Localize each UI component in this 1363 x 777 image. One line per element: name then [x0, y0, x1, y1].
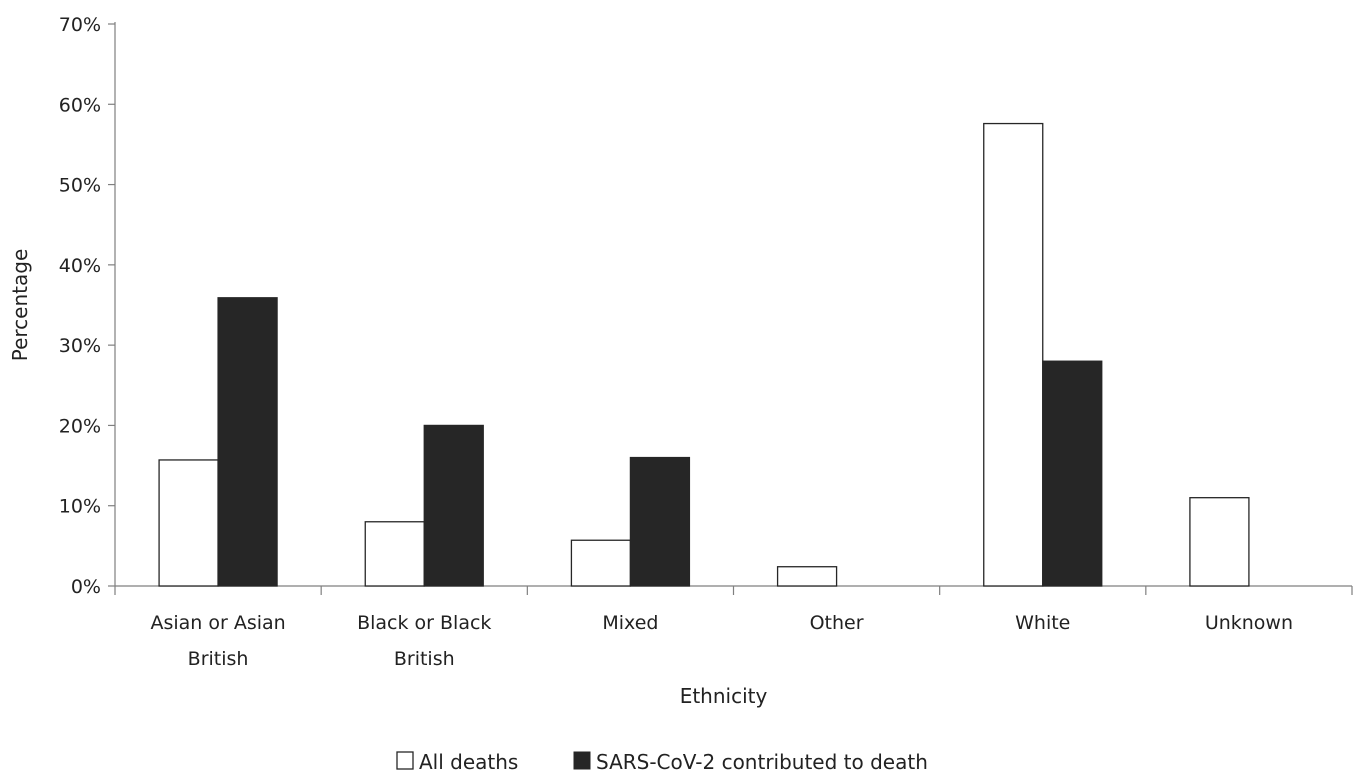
- x-tick-label: Asian or Asian British: [150, 612, 285, 670]
- bar-all-deaths-0: [158, 459, 219, 587]
- y-tick-label: 50%: [59, 175, 101, 197]
- y-tick-label: 70%: [59, 14, 101, 36]
- x-axis: Asian or Asian British Black or Black Briti…: [114, 585, 1353, 670]
- x-tick-label: White: [1015, 612, 1070, 634]
- y-tick-label: 20%: [59, 415, 101, 437]
- x-tick-label: Mixed: [602, 612, 658, 634]
- bars: [158, 122, 1250, 587]
- bar-all-deaths-3: [776, 566, 838, 587]
- legend-swatch-all-deaths: [396, 751, 414, 770]
- legend-swatch-sars-cov-2: [573, 751, 591, 770]
- y-axis: 0% 10% 20% 30% 40% 50% 60% 70%: [59, 14, 116, 598]
- legend: All deaths SARS-CoV-2 contributed to dea…: [396, 750, 928, 774]
- bar-all-deaths-5: [1189, 497, 1250, 587]
- x-tick-label: Unknown: [1205, 612, 1293, 634]
- legend-label-sars-cov-2: SARS-CoV-2 contributed to death: [596, 750, 928, 774]
- y-tick-label: 10%: [59, 496, 101, 518]
- bar-sars-cov-2-0: [217, 297, 278, 587]
- y-tick-label: 0%: [71, 576, 101, 598]
- y-tick-label: 60%: [59, 94, 101, 116]
- y-tick-label: 30%: [59, 335, 101, 357]
- bar-all-deaths-2: [570, 539, 632, 587]
- y-axis-title: Percentage: [8, 249, 32, 362]
- x-axis-title: Ethnicity: [680, 684, 768, 708]
- x-tick-label: Other: [810, 612, 864, 634]
- legend-label-all-deaths: All deaths: [419, 750, 518, 774]
- bar-sars-cov-2-4: [1042, 360, 1103, 587]
- bar-all-deaths-1: [364, 521, 425, 587]
- y-tick-label: 40%: [59, 255, 101, 277]
- bar-sars-cov-2-2: [629, 456, 691, 587]
- bar-sars-cov-2-1: [423, 424, 484, 587]
- x-tick-label: Black or Black British: [357, 612, 491, 670]
- bar-all-deaths-4: [983, 122, 1044, 587]
